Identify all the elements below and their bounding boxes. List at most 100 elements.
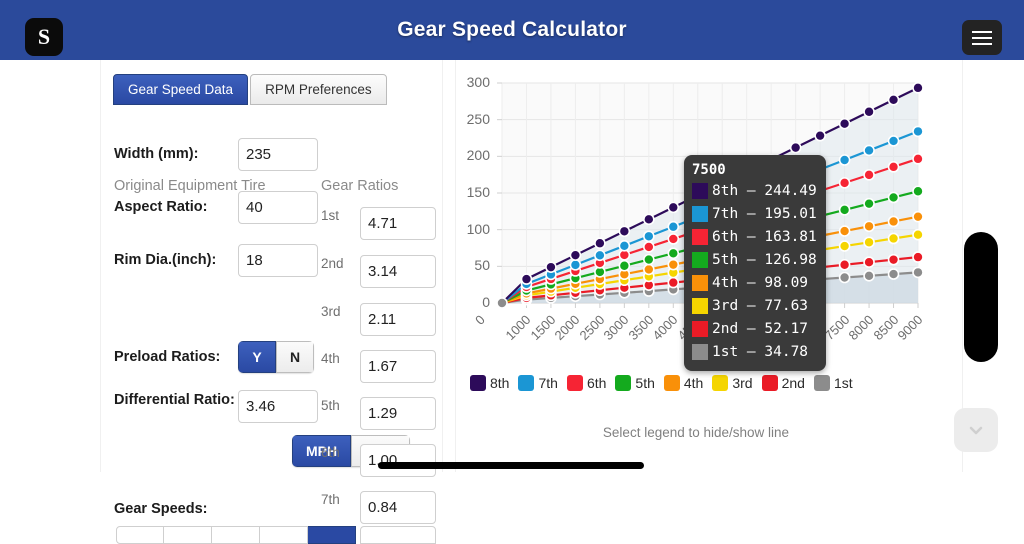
y-axis-tick-label: 200 xyxy=(466,147,490,164)
preload-yes-button[interactable]: Y xyxy=(238,341,276,373)
page-title: Gear Speed Calculator xyxy=(397,18,627,41)
legend-item-8th[interactable]: 8th xyxy=(470,375,509,391)
tooltip-row-text: 3rd – 77.63 xyxy=(712,297,809,314)
tooltip-color-swatch xyxy=(692,274,708,291)
tooltip-row: 8th – 244.49 xyxy=(692,179,818,202)
legend-hint-text: Select legend to hide/show line xyxy=(602,425,790,440)
legend-color-swatch xyxy=(761,375,778,391)
legend-label: 7th xyxy=(538,375,558,391)
legend-item-5th[interactable]: 5th xyxy=(615,375,655,391)
menu-bar xyxy=(972,30,992,33)
ratio-input-5th[interactable] xyxy=(360,397,436,430)
gear-speed-selector xyxy=(116,526,356,544)
legend-color-swatch xyxy=(518,375,535,391)
gear-speed-option[interactable] xyxy=(260,526,308,544)
divider-left xyxy=(100,60,101,472)
ratio-input-2nd[interactable] xyxy=(360,255,436,288)
chart-legend: 8th 7th 6th 5th 4th 3rd 2nd 1st xyxy=(470,375,940,391)
vertical-scrollbar-thumb[interactable] xyxy=(964,232,998,362)
horizontal-scrollbar-thumb[interactable] xyxy=(378,462,644,469)
menu-bar xyxy=(972,36,992,39)
gear-speed-option-selected[interactable] xyxy=(308,526,356,544)
rim-diameter-input[interactable] xyxy=(238,244,318,277)
y-axis-tick-label: 0 xyxy=(482,294,490,310)
legend-color-swatch xyxy=(615,375,632,391)
legend-item-7th[interactable]: 7th xyxy=(518,375,558,391)
ratio-label-2nd: 2nd xyxy=(321,256,344,271)
tab-gear-speed-data[interactable]: Gear Speed Data xyxy=(113,74,249,105)
label-aspect-ratio: Aspect Ratio: xyxy=(114,199,208,215)
legend-item-1st[interactable]: 1st xyxy=(813,375,853,391)
ratio-input-7th[interactable] xyxy=(360,491,436,524)
tooltip-row: 4th – 98.09 xyxy=(692,271,818,294)
original-equipment-tire-heading: Original Equipment Tire xyxy=(114,178,266,194)
ratio-label-1st: 1st xyxy=(321,208,340,223)
legend-label: 6th xyxy=(586,375,607,391)
differential-ratio-input[interactable] xyxy=(238,390,318,423)
y-axis-tick-label: 150 xyxy=(466,184,490,200)
tooltip-row-text: 5th – 126.98 xyxy=(712,251,817,268)
legend-color-swatch xyxy=(663,375,680,391)
y-axis-tick-label: 250 xyxy=(466,110,490,127)
tooltip-row-text: 1st – 34.78 xyxy=(712,343,809,360)
legend-color-swatch xyxy=(712,375,729,391)
legend-item-3rd[interactable]: 3rd xyxy=(712,375,753,391)
legend-label: 3rd xyxy=(732,375,753,391)
legend-label: 4th xyxy=(683,375,704,391)
tooltip-color-swatch xyxy=(692,320,708,337)
ratio-input-4th[interactable] xyxy=(360,350,436,383)
tooltip-row-text: 4th – 98.09 xyxy=(712,274,809,291)
y-axis-tick-label: 50 xyxy=(474,257,490,274)
divider-right xyxy=(962,60,963,472)
gear-speed-option[interactable] xyxy=(164,526,212,544)
tooltip-row-text: 2nd – 52.17 xyxy=(712,320,809,337)
legend-item-2nd[interactable]: 2nd xyxy=(761,375,805,391)
legend-label: 2nd xyxy=(781,375,805,391)
hamburger-menu-icon[interactable] xyxy=(962,20,1002,55)
ratio-label-5th: 5th xyxy=(321,398,340,413)
label-rim-diameter: Rim Dia.(inch): xyxy=(114,252,217,268)
preload-ratios-toggle: Y N xyxy=(238,341,314,373)
legend-item-6th[interactable]: 6th xyxy=(566,375,607,391)
tooltip-color-swatch xyxy=(692,205,708,222)
legend-color-swatch xyxy=(470,375,486,391)
tooltip-row: 2nd – 52.17 xyxy=(692,317,818,340)
gear-speed-option[interactable] xyxy=(116,526,164,544)
s-logo-icon: S xyxy=(37,24,51,49)
divider-chart xyxy=(455,60,456,472)
label-width: Width (mm): xyxy=(114,146,199,162)
gear-speed-extra-input[interactable] xyxy=(360,526,436,544)
label-gear-speeds: Gear Speeds: xyxy=(114,501,208,517)
y-axis-tick-label: 300 xyxy=(466,74,490,90)
label-differential-ratio: Differential Ratio: xyxy=(114,392,235,408)
tab-rpm-preferences[interactable]: RPM Preferences xyxy=(250,74,387,105)
app-logo-button[interactable]: S xyxy=(25,18,63,56)
ratio-input-1st[interactable] xyxy=(360,207,436,240)
tooltip-row: 7th – 195.01 xyxy=(692,202,818,225)
gear-data-form-panel: Gear Speed Data RPM Preferences Original… xyxy=(101,60,441,544)
page-body: Gear Speed Data RPM Preferences Original… xyxy=(0,60,1024,544)
scroll-down-button[interactable] xyxy=(954,408,998,452)
preload-no-button[interactable]: N xyxy=(276,341,314,373)
tooltip-color-swatch xyxy=(692,182,708,199)
tooltip-rows: 8th – 244.49 7th – 195.01 6th – 163.81 5th … xyxy=(692,179,818,363)
legend-label: 8th xyxy=(490,375,510,391)
menu-bar xyxy=(972,42,992,45)
tooltip-row-text: 6th – 163.81 xyxy=(712,228,817,245)
legend-item-4th[interactable]: 4th xyxy=(663,375,704,391)
ratio-input-6th[interactable] xyxy=(360,444,436,477)
aspect-ratio-input[interactable] xyxy=(238,191,318,224)
app-header: S Gear Speed Calculator xyxy=(0,0,1024,60)
chevron-down-icon xyxy=(969,426,983,435)
ratio-input-3rd[interactable] xyxy=(360,303,436,336)
width-input[interactable] xyxy=(238,138,318,171)
legend-label: 1st xyxy=(833,375,853,391)
tooltip-row: 1st – 34.78 xyxy=(692,340,818,363)
y-axis-tick-label: 100 xyxy=(466,220,490,237)
gear-speed-option[interactable] xyxy=(212,526,260,544)
tooltip-row-text: 8th – 244.49 xyxy=(712,182,817,199)
ratio-label-3rd: 3rd xyxy=(321,304,341,319)
mph-button[interactable]: MPH xyxy=(292,435,351,467)
legend-color-swatch xyxy=(813,375,830,391)
ratio-label-6th: 6th xyxy=(321,445,340,460)
